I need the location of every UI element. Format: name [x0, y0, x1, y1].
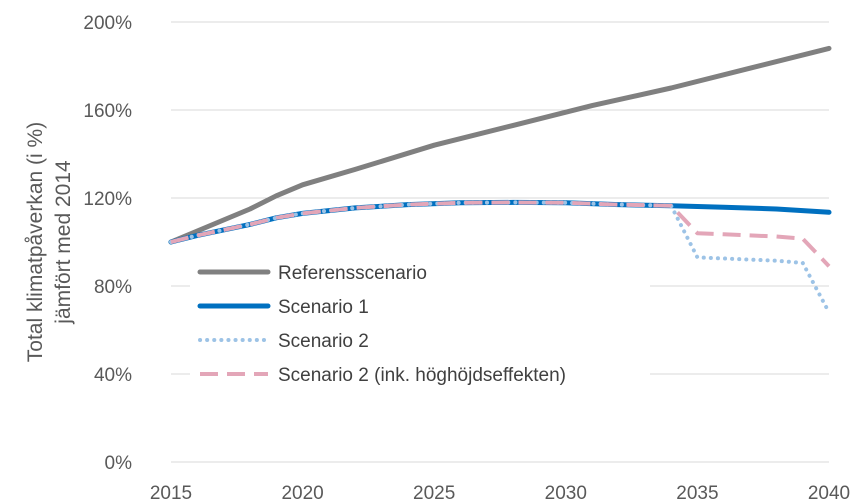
y-axis-title-line-2: jämfört med 2014: [52, 160, 75, 325]
y-axis-title-line-1: Total klimatpåverkan (i %): [24, 122, 47, 362]
y-axis-title: Total klimatpåverkan (i %) jämfört med 2…: [24, 122, 75, 362]
x-tick-label: 2040: [808, 483, 850, 504]
series-line-4: [170, 200, 831, 268]
legend-label: Referensscenario: [278, 263, 427, 284]
gridlines: [171, 21, 829, 463]
y-axis-ticks: 0% 40% 80% 120% 160% 200%: [83, 13, 132, 474]
legend-background: [190, 256, 650, 391]
y-tick-label: 40%: [94, 365, 132, 386]
series-line-1: [168, 45, 832, 245]
x-tick-label: 2025: [413, 483, 455, 504]
y-tick-label: 160%: [83, 101, 132, 122]
legend: Referensscenario Scenario 1 Scenario 2 Scen…: [190, 256, 650, 391]
legend-label: Scenario 2 (ink. höghöjdseffekten): [278, 365, 566, 386]
y-tick-label: 80%: [94, 277, 132, 298]
x-axis-ticks: 2015 2020 2025 2030 2035 2040: [150, 483, 850, 504]
y-tick-label: 120%: [83, 189, 132, 210]
legend-label: Scenario 2: [278, 331, 369, 352]
series-lines: [168, 45, 832, 315]
legend-label: Scenario 1: [278, 297, 369, 318]
y-tick-label: 200%: [83, 13, 132, 34]
x-tick-label: 2035: [676, 483, 718, 504]
y-tick-label: 0%: [105, 453, 133, 474]
x-tick-label: 2030: [545, 483, 587, 504]
x-tick-label: 2015: [150, 483, 192, 504]
x-tick-label: 2020: [281, 483, 323, 504]
